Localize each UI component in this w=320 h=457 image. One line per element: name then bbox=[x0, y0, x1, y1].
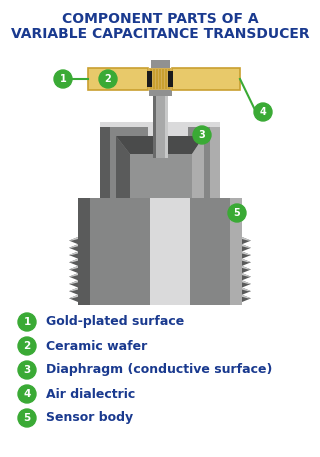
Circle shape bbox=[18, 337, 36, 355]
Polygon shape bbox=[150, 198, 190, 305]
Text: 3: 3 bbox=[23, 365, 31, 375]
Polygon shape bbox=[242, 251, 251, 259]
Polygon shape bbox=[69, 295, 78, 302]
Polygon shape bbox=[148, 122, 188, 198]
Polygon shape bbox=[242, 280, 251, 284]
Circle shape bbox=[228, 204, 246, 222]
Polygon shape bbox=[242, 244, 251, 251]
Text: 2: 2 bbox=[23, 341, 31, 351]
Polygon shape bbox=[242, 244, 251, 248]
Polygon shape bbox=[116, 136, 130, 198]
Polygon shape bbox=[153, 62, 156, 158]
Polygon shape bbox=[100, 122, 110, 198]
Polygon shape bbox=[69, 251, 78, 259]
Polygon shape bbox=[69, 273, 78, 280]
Polygon shape bbox=[162, 69, 164, 89]
Polygon shape bbox=[242, 287, 251, 295]
Polygon shape bbox=[69, 273, 78, 277]
Circle shape bbox=[18, 361, 36, 379]
Text: VARIABLE CAPACITANCE TRANSDUCER: VARIABLE CAPACITANCE TRANSDUCER bbox=[11, 27, 309, 41]
Polygon shape bbox=[242, 237, 251, 241]
Polygon shape bbox=[69, 280, 78, 287]
Text: 1: 1 bbox=[23, 317, 31, 327]
Polygon shape bbox=[130, 154, 192, 198]
Polygon shape bbox=[192, 136, 204, 198]
Polygon shape bbox=[242, 266, 251, 273]
Polygon shape bbox=[69, 251, 78, 255]
Polygon shape bbox=[159, 69, 161, 89]
Polygon shape bbox=[69, 237, 78, 244]
Text: COMPONENT PARTS OF A: COMPONENT PARTS OF A bbox=[62, 12, 258, 26]
Polygon shape bbox=[78, 198, 90, 305]
Polygon shape bbox=[69, 287, 78, 291]
Polygon shape bbox=[69, 266, 78, 273]
Polygon shape bbox=[69, 266, 78, 270]
Text: 4: 4 bbox=[260, 107, 266, 117]
Polygon shape bbox=[242, 273, 251, 277]
Polygon shape bbox=[69, 295, 78, 298]
Polygon shape bbox=[242, 259, 251, 262]
Polygon shape bbox=[168, 69, 170, 89]
Polygon shape bbox=[242, 266, 251, 270]
Polygon shape bbox=[168, 71, 173, 87]
Polygon shape bbox=[230, 198, 242, 305]
Text: Gold-plated surface: Gold-plated surface bbox=[46, 315, 184, 329]
Text: 5: 5 bbox=[23, 413, 31, 423]
Polygon shape bbox=[165, 62, 168, 158]
Polygon shape bbox=[242, 273, 251, 280]
Polygon shape bbox=[242, 295, 251, 302]
Polygon shape bbox=[147, 71, 152, 87]
Text: 4: 4 bbox=[23, 389, 31, 399]
Polygon shape bbox=[242, 259, 251, 266]
Polygon shape bbox=[156, 69, 158, 89]
Text: Air dialectric: Air dialectric bbox=[46, 388, 135, 400]
Text: Ceramic wafer: Ceramic wafer bbox=[46, 340, 147, 352]
Circle shape bbox=[99, 70, 117, 88]
Circle shape bbox=[54, 70, 72, 88]
Polygon shape bbox=[100, 122, 220, 127]
Text: 5: 5 bbox=[234, 208, 240, 218]
Text: Sensor body: Sensor body bbox=[46, 411, 133, 425]
Polygon shape bbox=[69, 244, 78, 248]
Polygon shape bbox=[78, 198, 242, 305]
Polygon shape bbox=[150, 69, 152, 89]
Polygon shape bbox=[210, 122, 220, 198]
Polygon shape bbox=[69, 237, 78, 241]
Polygon shape bbox=[148, 68, 172, 90]
Text: Diaphragm (conductive surface): Diaphragm (conductive surface) bbox=[46, 363, 272, 377]
Polygon shape bbox=[165, 69, 167, 89]
Polygon shape bbox=[69, 280, 78, 284]
Circle shape bbox=[18, 313, 36, 331]
Circle shape bbox=[18, 409, 36, 427]
Polygon shape bbox=[69, 259, 78, 266]
Polygon shape bbox=[242, 295, 251, 298]
Polygon shape bbox=[242, 251, 251, 255]
Polygon shape bbox=[116, 136, 204, 154]
Polygon shape bbox=[149, 84, 172, 96]
FancyBboxPatch shape bbox=[88, 68, 148, 90]
Circle shape bbox=[193, 126, 211, 144]
Text: 1: 1 bbox=[60, 74, 66, 84]
Polygon shape bbox=[69, 287, 78, 295]
Polygon shape bbox=[153, 62, 168, 158]
Polygon shape bbox=[242, 280, 251, 287]
Text: 2: 2 bbox=[105, 74, 111, 84]
Polygon shape bbox=[242, 287, 251, 291]
Polygon shape bbox=[153, 69, 155, 89]
FancyBboxPatch shape bbox=[172, 68, 240, 90]
Polygon shape bbox=[100, 122, 220, 198]
Polygon shape bbox=[151, 60, 170, 69]
Polygon shape bbox=[242, 237, 251, 244]
Circle shape bbox=[18, 385, 36, 403]
Polygon shape bbox=[69, 244, 78, 251]
Text: 3: 3 bbox=[199, 130, 205, 140]
Circle shape bbox=[254, 103, 272, 121]
Polygon shape bbox=[69, 259, 78, 262]
